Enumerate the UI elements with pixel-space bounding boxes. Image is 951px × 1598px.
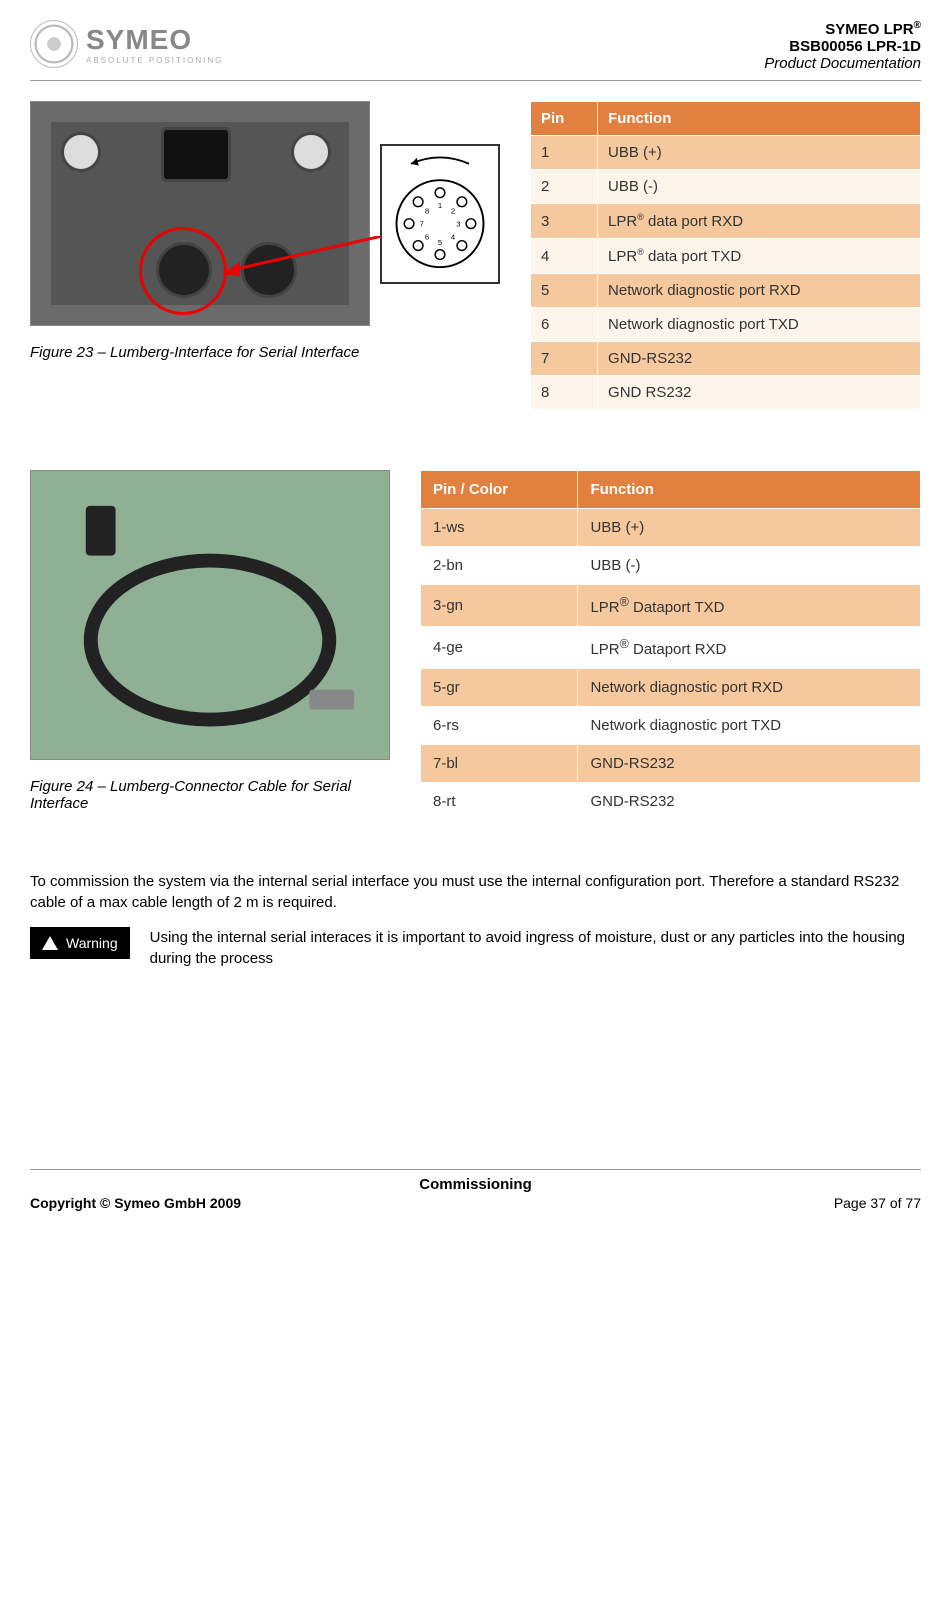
function-cell: UBB (-) [578, 547, 921, 585]
function-cell: Network diagnostic port TXD [598, 308, 921, 342]
table-row: 6Network diagnostic port TXD [531, 308, 921, 342]
pin-diagram: 12345678 [380, 144, 500, 284]
warning-label: Warning [66, 935, 118, 951]
svg-text:1: 1 [438, 201, 442, 210]
table-row: 7GND-RS232 [531, 342, 921, 376]
header-line2: BSB00056 LPR-1D [764, 38, 921, 55]
pin-color-cell: 6-rs [421, 707, 578, 745]
table-header: Pin / Color [421, 471, 578, 509]
footer-copyright: Copyright © Symeo GmbH 2009 [30, 1195, 241, 1211]
pin-cell: 6 [531, 308, 598, 342]
function-cell: GND-RS232 [578, 745, 921, 783]
svg-text:6: 6 [425, 232, 429, 241]
svg-text:8: 8 [425, 206, 429, 215]
table-row: 1UBB (+) [531, 136, 921, 170]
table-header: Pin [531, 102, 598, 136]
figure23-caption: Figure 23 – Lumberg-Interface for Serial… [30, 344, 510, 361]
pin-cell: 8 [531, 376, 598, 410]
function-cell: Network diagnostic port TXD [578, 707, 921, 745]
table-row: 6-rsNetwork diagnostic port TXD [421, 707, 921, 745]
pin-cell: 4 [531, 239, 598, 274]
logo: SYMEO ABSOLUTE POSITIONING [30, 20, 223, 68]
function-cell: LPR® data port RXD [598, 204, 921, 239]
warning-text: Using the internal serial interaces it i… [150, 927, 921, 969]
pin-color-cell: 2-bn [421, 547, 578, 585]
footer-section-title: Commissioning [30, 1176, 921, 1193]
pin-color-function-table: Pin / ColorFunction 1-wsUBB (+)2-bnUBB (… [420, 470, 921, 821]
page-footer: Commissioning Copyright © Symeo GmbH 200… [30, 1169, 921, 1211]
table-row: 3-gnLPR® Dataport TXD [421, 585, 921, 627]
page-header: SYMEO ABSOLUTE POSITIONING SYMEO LPR® BS… [30, 20, 921, 81]
warning-block: Warning Using the internal serial intera… [30, 927, 921, 969]
pin-color-cell: 1-ws [421, 509, 578, 547]
svg-text:2: 2 [451, 206, 455, 215]
header-doc-info: SYMEO LPR® BSB00056 LPR-1D Product Docum… [764, 20, 921, 72]
header-line1-sup: ® [914, 20, 921, 31]
table-row: 2-bnUBB (-) [421, 547, 921, 585]
svg-text:4: 4 [451, 232, 456, 241]
figure23-highlight-circle [139, 227, 227, 315]
pin-cell: 3 [531, 204, 598, 239]
function-cell: GND-RS232 [578, 783, 921, 821]
table-row: 7-blGND-RS232 [421, 745, 921, 783]
pin-function-table: PinFunction 1UBB (+)2UBB (-)3LPR® data p… [530, 101, 921, 410]
warning-badge: Warning [30, 927, 130, 959]
function-cell: UBB (+) [578, 509, 921, 547]
table-row: 3LPR® data port RXD [531, 204, 921, 239]
function-cell: LPR® Dataport TXD [578, 585, 921, 627]
figure23-photo [30, 101, 370, 326]
section-figure23: 12345678 Figure 23 – Lumberg-Interface f… [30, 101, 921, 410]
function-cell: Network diagnostic port RXD [578, 669, 921, 707]
pin-color-cell: 4-ge [421, 627, 578, 669]
function-cell: UBB (+) [598, 136, 921, 170]
pin-cell: 2 [531, 170, 598, 204]
function-cell: UBB (-) [598, 170, 921, 204]
pin-color-cell: 7-bl [421, 745, 578, 783]
table-header: Function [578, 471, 921, 509]
table-row: 1-wsUBB (+) [421, 509, 921, 547]
header-line3: Product Documentation [764, 55, 921, 72]
svg-text:5: 5 [438, 237, 442, 246]
table-row: 2UBB (-) [531, 170, 921, 204]
svg-text:7: 7 [419, 219, 423, 228]
function-cell: LPR® data port TXD [598, 239, 921, 274]
logo-name: SYMEO [86, 24, 223, 56]
commissioning-paragraph: To commission the system via the interna… [30, 871, 921, 913]
logo-icon [30, 20, 78, 68]
pin-color-cell: 8-rt [421, 783, 578, 821]
pin-color-cell: 5-gr [421, 669, 578, 707]
function-cell: GND RS232 [598, 376, 921, 410]
table-row: 8GND RS232 [531, 376, 921, 410]
pin-cell: 7 [531, 342, 598, 376]
table-row: 5Network diagnostic port RXD [531, 274, 921, 308]
figure24-caption: Figure 24 – Lumberg-Connector Cable for … [30, 778, 400, 812]
function-cell: LPR® Dataport RXD [578, 627, 921, 669]
figure24-photo [30, 470, 390, 760]
logo-tagline: ABSOLUTE POSITIONING [86, 56, 223, 65]
section-figure24: Figure 24 – Lumberg-Connector Cable for … [30, 470, 921, 821]
warning-icon [42, 936, 58, 950]
table-header: Function [598, 102, 921, 136]
footer-page-number: Page 37 of 77 [834, 1195, 921, 1211]
header-line1: SYMEO LPR [825, 21, 913, 38]
pin-color-cell: 3-gn [421, 585, 578, 627]
table-row: 4-geLPR® Dataport RXD [421, 627, 921, 669]
table-row: 8-rtGND-RS232 [421, 783, 921, 821]
table-row: 4LPR® data port TXD [531, 239, 921, 274]
pin-cell: 5 [531, 274, 598, 308]
function-cell: Network diagnostic port RXD [598, 274, 921, 308]
svg-text:3: 3 [456, 219, 460, 228]
table-row: 5-grNetwork diagnostic port RXD [421, 669, 921, 707]
function-cell: GND-RS232 [598, 342, 921, 376]
pin-cell: 1 [531, 136, 598, 170]
